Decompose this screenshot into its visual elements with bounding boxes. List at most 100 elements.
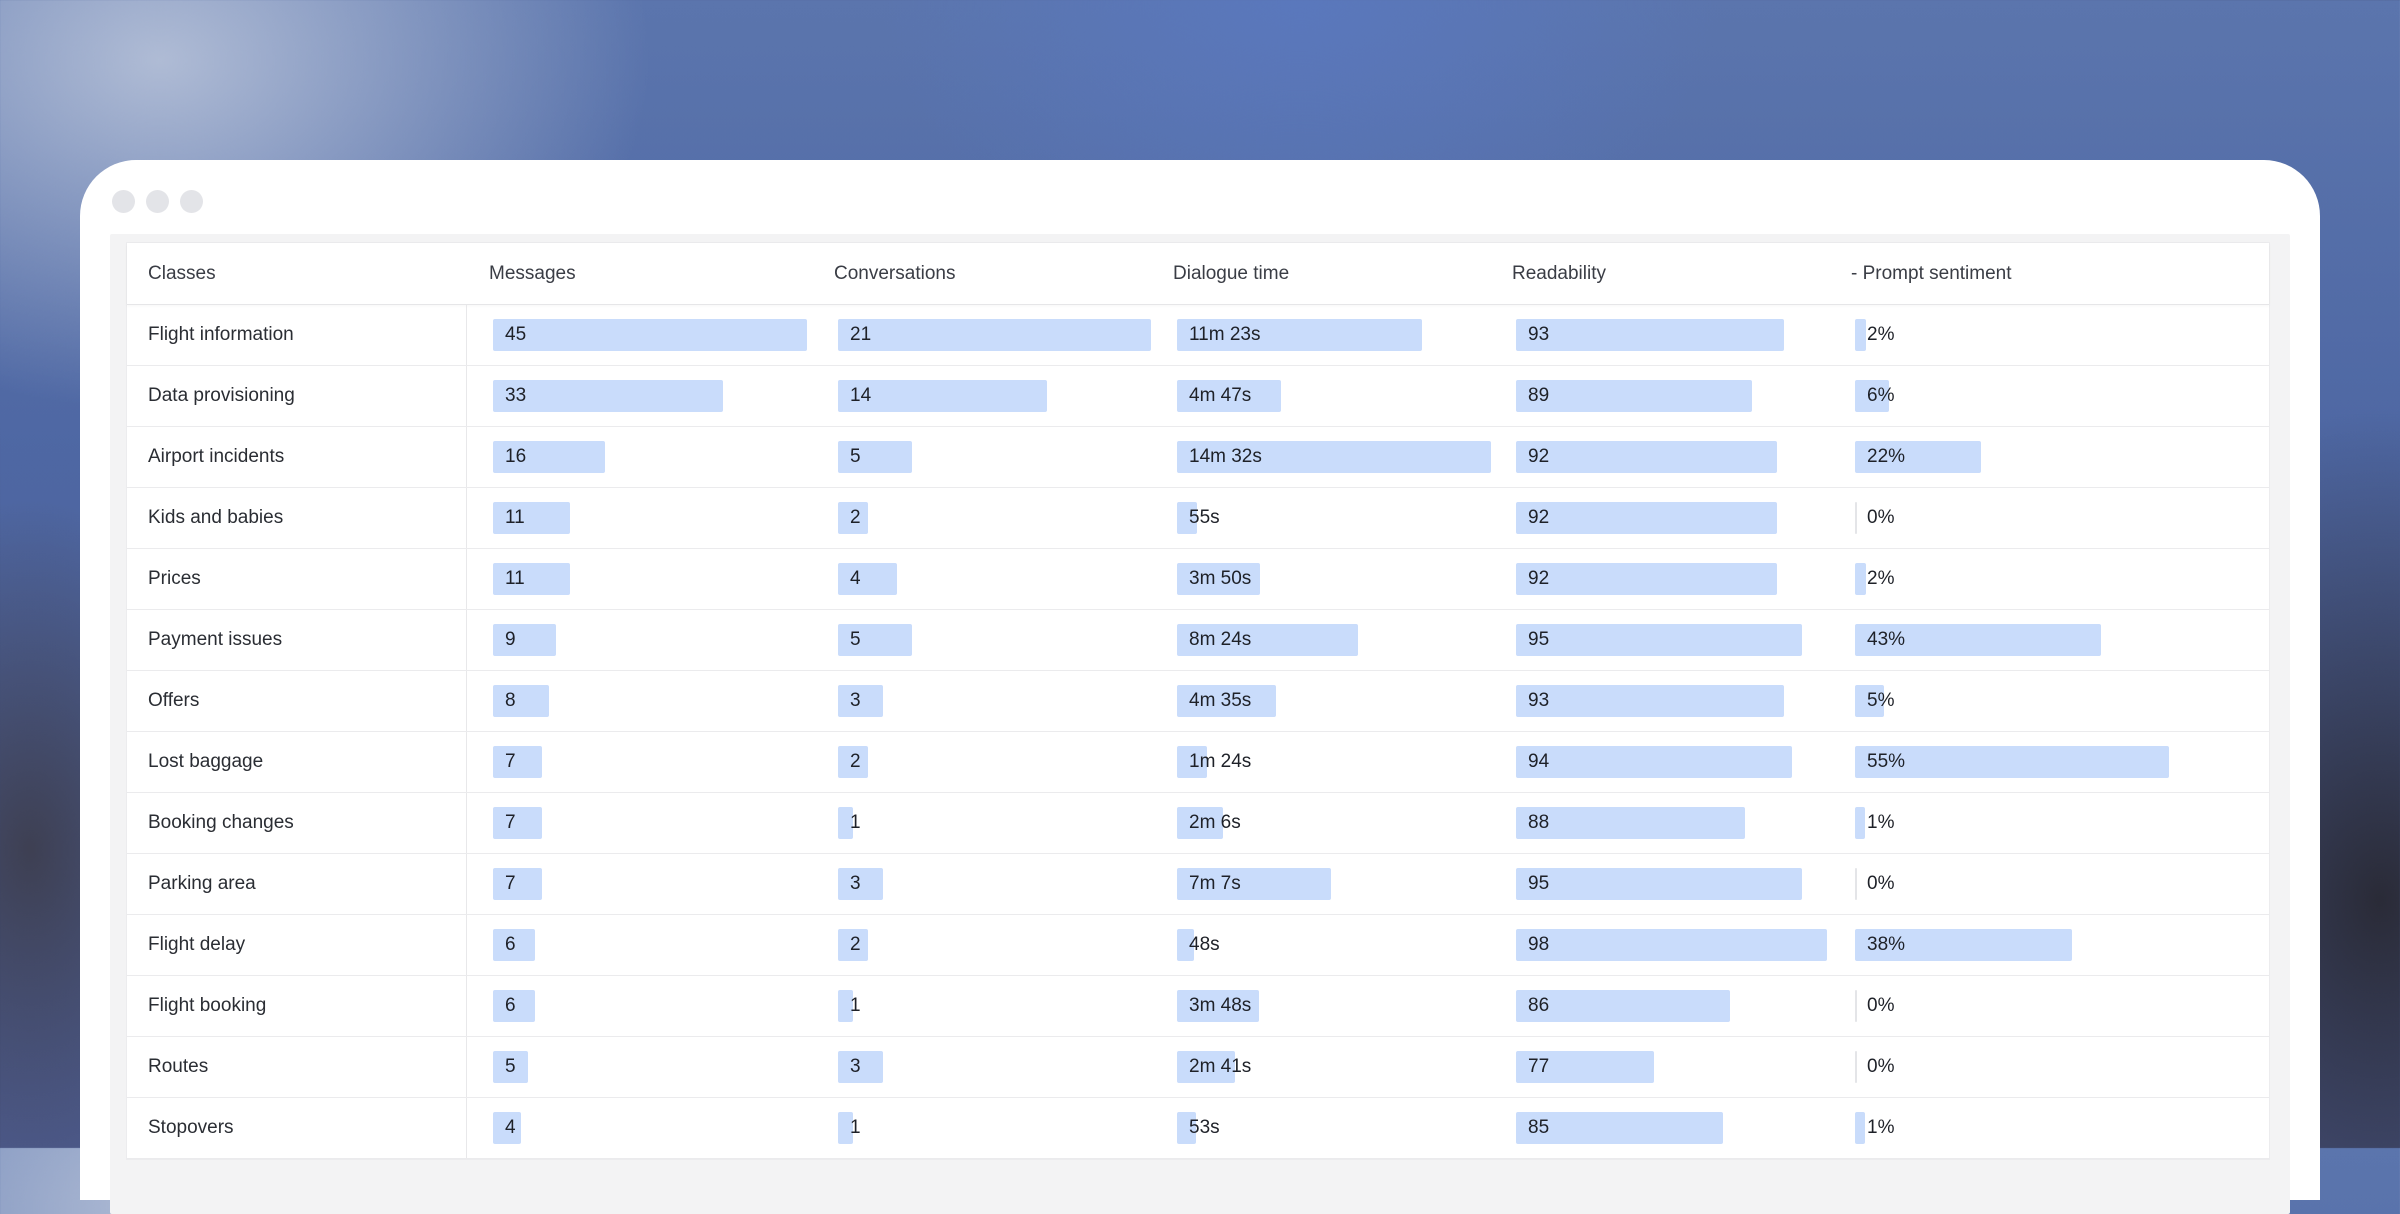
dialogue-value: 4m 47s	[1189, 385, 1252, 406]
readability-value: 98	[1528, 934, 1550, 955]
table-row[interactable]: Stopovers 4 1 53s 85 1%	[127, 1098, 2269, 1159]
table-row[interactable]: Flight delay 6 2 48s 98 38%	[127, 915, 2269, 976]
dialogue-value: 11m 23s	[1189, 324, 1261, 345]
messages-cell: 6	[493, 915, 827, 975]
readability-cell: 86	[1516, 976, 1850, 1036]
conversations-bar	[838, 807, 854, 839]
readability-value: 88	[1528, 812, 1550, 833]
dialogue-cell: 2m 6s	[1177, 793, 1511, 853]
app-window: Classes Messages Conversations Dialogue …	[80, 160, 2320, 1214]
conversations-cell: 3	[838, 854, 1171, 914]
sentiment-value: 1%	[1867, 812, 1895, 833]
sentiment-cell: 5%	[1855, 671, 2189, 731]
minimize-dot-icon[interactable]	[146, 190, 169, 213]
readability-bar	[1516, 990, 1730, 1022]
table-row[interactable]: Flight booking 6 1 3m 48s 86 0%	[127, 976, 2269, 1037]
header-conversations[interactable]: Conversations	[834, 262, 956, 284]
sentiment-cell: 0%	[1855, 854, 2189, 914]
table-body: Flight information 45 21 11m 23s 93 2% Data pr…	[127, 305, 2269, 1159]
header-dialogue-time[interactable]: Dialogue time	[1173, 262, 1290, 284]
sentiment-value: 0%	[1867, 995, 1895, 1016]
table-row[interactable]: Prices 11 4 3m 50s 92 2%	[127, 549, 2269, 610]
readability-value: 77	[1528, 1056, 1550, 1077]
header-messages[interactable]: Messages	[489, 262, 576, 284]
sentiment-value: 6%	[1867, 385, 1895, 406]
messages-cell: 16	[493, 427, 827, 487]
header-readability[interactable]: Readability	[1512, 262, 1606, 284]
sentiment-value: 0%	[1867, 1056, 1895, 1077]
dialogue-cell: 1m 24s	[1177, 732, 1511, 792]
sentiment-cell: 55%	[1855, 732, 2189, 792]
conversations-bar	[838, 868, 883, 900]
conversations-bar	[838, 746, 868, 778]
window-controls	[112, 190, 203, 213]
header-classes[interactable]: Classes	[148, 262, 216, 284]
table-row[interactable]: Airport incidents 16 5 14m 32s 92 22%	[127, 427, 2269, 488]
conversations-cell: 1	[838, 793, 1171, 853]
conversations-value: 5	[850, 446, 861, 467]
table-row[interactable]: Kids and babies 11 2 55s 92 0%	[127, 488, 2269, 549]
header-prompt-sentiment[interactable]: - Prompt sentiment	[1851, 262, 2012, 284]
sentiment-bar	[1855, 319, 1867, 351]
conversations-cell: 2	[838, 915, 1171, 975]
sentiment-value: 0%	[1867, 873, 1895, 894]
dialogue-value: 7m 7s	[1189, 873, 1241, 894]
messages-value: 45	[505, 324, 527, 345]
sentiment-bar	[1855, 868, 1857, 900]
messages-cell: 9	[493, 610, 827, 670]
table-row[interactable]: Parking area 7 3 7m 7s 95 0%	[127, 854, 2269, 915]
sentiment-value: 22%	[1867, 446, 1906, 467]
close-dot-icon[interactable]	[112, 190, 135, 213]
conversations-bar	[838, 685, 883, 717]
readability-bar	[1516, 563, 1777, 595]
table-row[interactable]: Payment issues 9 5 8m 24s 95 43%	[127, 610, 2269, 671]
class-name: Lost baggage	[127, 732, 467, 792]
dialogue-bar	[1177, 807, 1223, 839]
messages-bar	[493, 868, 542, 900]
readability-value: 92	[1528, 507, 1550, 528]
table-row[interactable]: Booking changes 7 1 2m 6s 88 1%	[127, 793, 2269, 854]
dialogue-bar	[1177, 746, 1208, 778]
table-row[interactable]: Flight information 45 21 11m 23s 93 2%	[127, 305, 2269, 366]
dialogue-value: 48s	[1189, 934, 1220, 955]
sentiment-cell: 1%	[1855, 1098, 2189, 1158]
conversations-cell: 3	[838, 671, 1171, 731]
sentiment-bar	[1855, 746, 2169, 778]
conversations-value: 21	[850, 324, 872, 345]
sentiment-cell: 2%	[1855, 549, 2189, 609]
dialogue-cell: 8m 24s	[1177, 610, 1511, 670]
table-row[interactable]: Offers 8 3 4m 35s 93 5%	[127, 671, 2269, 732]
sentiment-cell: 0%	[1855, 976, 2189, 1036]
conversations-value: 2	[850, 751, 861, 772]
table-row[interactable]: Data provisioning 33 14 4m 47s 89 6%	[127, 366, 2269, 427]
messages-value: 6	[505, 995, 516, 1016]
readability-cell: 77	[1516, 1037, 1850, 1097]
table-row[interactable]: Routes 5 3 2m 41s 77 0%	[127, 1037, 2269, 1098]
class-name: Flight booking	[127, 976, 467, 1036]
maximize-dot-icon[interactable]	[180, 190, 203, 213]
readability-cell: 92	[1516, 549, 1850, 609]
dialogue-cell: 55s	[1177, 488, 1511, 548]
sentiment-cell: 38%	[1855, 915, 2189, 975]
dialogue-value: 3m 50s	[1189, 568, 1252, 589]
readability-bar	[1516, 380, 1752, 412]
conversations-value: 3	[850, 690, 861, 711]
conversations-cell: 5	[838, 610, 1171, 670]
readability-cell: 92	[1516, 488, 1850, 548]
classes-table: Classes Messages Conversations Dialogue …	[126, 242, 2270, 1160]
readability-cell: 95	[1516, 854, 1850, 914]
dialogue-value: 2m 41s	[1189, 1056, 1252, 1077]
messages-bar	[493, 563, 570, 595]
readability-value: 86	[1528, 995, 1550, 1016]
sentiment-value: 2%	[1867, 568, 1895, 589]
table-row[interactable]: Lost baggage 7 2 1m 24s 94 55%	[127, 732, 2269, 793]
messages-bar	[493, 685, 549, 717]
readability-bar	[1516, 319, 1785, 351]
conversations-bar	[838, 990, 854, 1022]
conversations-value: 3	[850, 1056, 861, 1077]
class-name: Booking changes	[127, 793, 467, 853]
dialogue-cell: 14m 32s	[1177, 427, 1511, 487]
class-name: Data provisioning	[127, 366, 467, 426]
readability-value: 89	[1528, 385, 1550, 406]
dialogue-bar	[1177, 929, 1195, 961]
